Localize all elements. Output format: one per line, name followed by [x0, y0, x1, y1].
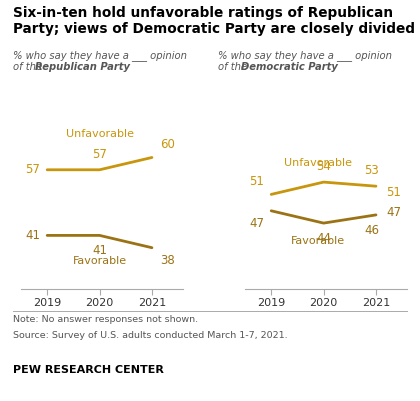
Text: Republican Party: Republican Party: [35, 62, 130, 72]
Text: Favorable: Favorable: [73, 256, 126, 266]
Text: 46: 46: [364, 224, 379, 237]
Text: Democratic Party: Democratic Party: [241, 62, 338, 72]
Text: 57: 57: [92, 148, 107, 161]
Text: 60: 60: [160, 138, 175, 151]
Text: 38: 38: [160, 254, 175, 267]
Text: 51: 51: [386, 186, 402, 199]
Text: Six-in-ten hold unfavorable ratings of Republican: Six-in-ten hold unfavorable ratings of R…: [13, 6, 393, 20]
Text: 51: 51: [249, 175, 264, 188]
Text: 41: 41: [25, 229, 40, 242]
Text: Favorable: Favorable: [291, 236, 345, 245]
Text: of the: of the: [13, 62, 45, 72]
Text: Party; views of Democratic Party are closely divided: Party; views of Democratic Party are clo…: [13, 22, 415, 36]
Text: of the: of the: [218, 62, 251, 72]
Text: 44: 44: [316, 232, 331, 245]
Text: Source: Survey of U.S. adults conducted March 1-7, 2021.: Source: Survey of U.S. adults conducted …: [13, 331, 287, 340]
Text: 54: 54: [316, 160, 331, 173]
Text: Unfavorable: Unfavorable: [66, 129, 134, 139]
Text: 57: 57: [25, 163, 40, 176]
Text: % who say they have a ___ opinion: % who say they have a ___ opinion: [13, 50, 186, 61]
Text: 41: 41: [92, 245, 107, 257]
Text: 53: 53: [365, 164, 379, 177]
Text: % who say they have a ___ opinion: % who say they have a ___ opinion: [218, 50, 392, 61]
Text: Unfavorable: Unfavorable: [284, 158, 352, 168]
Text: 47: 47: [249, 217, 264, 230]
Text: PEW RESEARCH CENTER: PEW RESEARCH CENTER: [13, 365, 163, 375]
Text: 47: 47: [386, 207, 402, 219]
Text: Note: No answer responses not shown.: Note: No answer responses not shown.: [13, 315, 198, 324]
